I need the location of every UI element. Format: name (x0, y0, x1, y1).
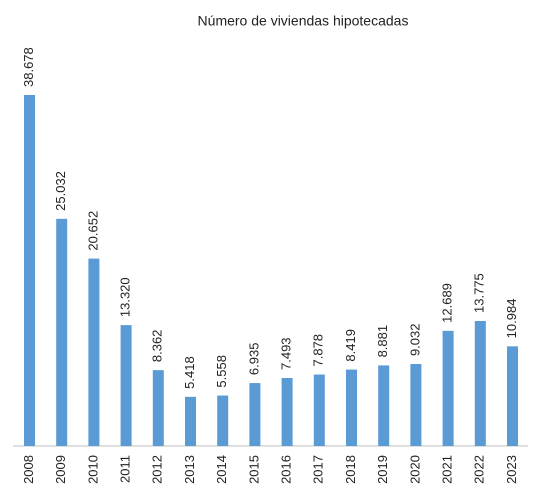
x-tick-label: 2008 (21, 455, 36, 484)
bar (313, 374, 325, 446)
bar (346, 369, 357, 446)
chart-title: Número de viviendas hipotecadas (198, 13, 409, 29)
value-label: 25.032 (53, 171, 68, 211)
value-label: 7.493 (279, 337, 294, 370)
x-tick-label: 2018 (343, 455, 358, 484)
bar (217, 395, 229, 446)
value-label: 5.418 (182, 356, 197, 389)
bar (442, 330, 454, 446)
x-tick-label: 2014 (214, 455, 229, 484)
bar (24, 95, 35, 446)
bar (410, 364, 422, 446)
bar (185, 396, 196, 446)
value-label: 13.775 (472, 273, 487, 313)
x-tick-label: 2009 (53, 455, 68, 484)
value-label: 8.362 (150, 330, 165, 363)
value-label: 20.652 (85, 211, 100, 251)
bar (507, 346, 518, 446)
value-label: 12.689 (440, 283, 455, 323)
x-tick-label: 2015 (246, 455, 261, 484)
bar (88, 258, 100, 446)
value-label: 7.878 (311, 334, 326, 367)
value-label: 10.984 (504, 299, 519, 339)
value-label: 9.032 (407, 323, 422, 356)
bar (56, 218, 68, 446)
bar (249, 383, 261, 446)
value-label: 8.881 (375, 325, 390, 358)
bar (281, 378, 293, 446)
x-tick-label: 2017 (311, 455, 326, 484)
bar (120, 325, 132, 446)
value-label: 13.320 (118, 277, 133, 317)
x-tick-label: 2023 (504, 455, 519, 484)
x-tick-label: 2011 (118, 455, 133, 483)
x-tick-label: 2012 (150, 455, 165, 484)
value-label: 5.558 (214, 355, 229, 388)
value-label: 6.935 (246, 343, 261, 376)
x-tick-label: 2020 (407, 455, 422, 484)
bar (152, 370, 164, 446)
x-tick-label: 2022 (472, 455, 487, 484)
x-tick-label: 2021 (440, 455, 455, 484)
bar (378, 365, 390, 446)
bar (474, 320, 486, 446)
x-tick-label: 2019 (375, 455, 390, 484)
x-tick-label: 2016 (279, 455, 294, 484)
x-tick-label: 2013 (182, 455, 197, 484)
x-tick-label: 2010 (85, 455, 100, 484)
value-label: 8.419 (343, 329, 358, 362)
value-label: 38.678 (21, 47, 36, 87)
